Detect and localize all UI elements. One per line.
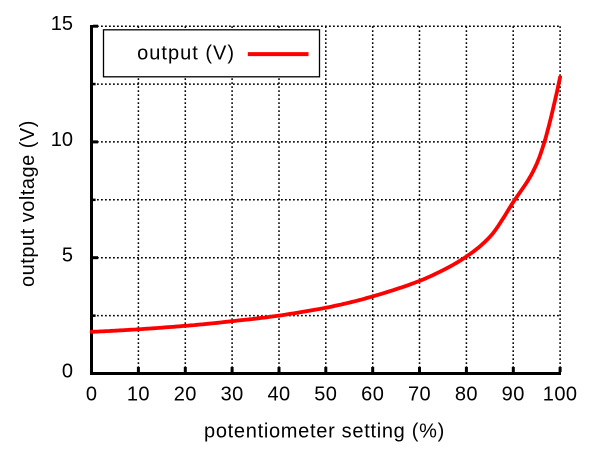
svg-text:5: 5 <box>62 245 73 267</box>
svg-text:70: 70 <box>408 384 431 406</box>
svg-text:30: 30 <box>221 384 244 406</box>
svg-text:output (V): output (V) <box>137 43 235 65</box>
svg-text:10: 10 <box>51 129 73 151</box>
svg-text:0: 0 <box>86 384 98 406</box>
svg-text:40: 40 <box>267 384 290 406</box>
svg-text:10: 10 <box>127 384 150 406</box>
svg-text:60: 60 <box>361 384 384 406</box>
svg-text:100: 100 <box>543 384 578 406</box>
svg-text:80: 80 <box>455 384 478 406</box>
svg-text:50: 50 <box>314 384 337 406</box>
svg-text:output voltage (V): output voltage (V) <box>17 120 39 287</box>
svg-text:90: 90 <box>502 384 525 406</box>
svg-text:0: 0 <box>62 361 73 383</box>
svg-text:15: 15 <box>51 13 73 35</box>
svg-text:20: 20 <box>174 384 197 406</box>
svg-text:potentiometer setting (%): potentiometer setting (%) <box>204 421 445 443</box>
